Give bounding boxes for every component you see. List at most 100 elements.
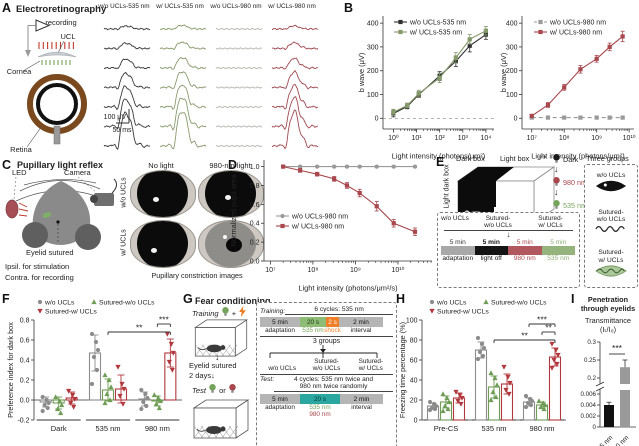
erg-column-label: w/o UCLs-535 nm xyxy=(98,3,150,10)
category-label: 535 nm xyxy=(95,424,120,433)
point-triangle-down xyxy=(119,381,125,387)
point-circle xyxy=(432,406,438,412)
point-triangle-down xyxy=(68,400,74,406)
training-label: Training xyxy=(192,309,219,318)
erg-bwave-980-chart: 0 100 200 300 400 10⁷ 10⁸ 10⁹ 10¹⁰ Light intensit… xyxy=(499,16,636,161)
point-circle xyxy=(143,391,148,397)
point-triangle xyxy=(440,408,446,414)
x-tick-label: 10⁰ xyxy=(388,134,399,142)
training-title: Training: xyxy=(260,308,286,315)
x-axis-label: Light intensity (photons/μm²/s) xyxy=(298,284,397,293)
test-row: Test or xyxy=(192,383,237,395)
dilated-pupil xyxy=(205,171,256,217)
erg-trace xyxy=(159,97,207,131)
point-square xyxy=(562,115,567,120)
axis-break xyxy=(595,386,605,392)
glint xyxy=(153,197,159,202)
erg-trace xyxy=(103,41,151,50)
recording-electrode xyxy=(53,125,61,145)
point-triangle xyxy=(151,392,157,398)
bulb-icon xyxy=(553,154,560,163)
panel-i-title2: through eyelids xyxy=(580,304,636,313)
point-circle xyxy=(45,405,50,411)
panel-g-letter: G xyxy=(183,292,193,306)
camera-cable xyxy=(111,178,118,194)
led-ray xyxy=(18,202,28,208)
bar-535 xyxy=(604,405,614,427)
panel-d-letter: D xyxy=(228,158,238,172)
point-square xyxy=(416,91,421,96)
point-square xyxy=(398,29,403,35)
y-tick-label: 400 xyxy=(367,21,379,28)
lightning-icon xyxy=(239,306,247,318)
point-circle xyxy=(477,349,483,355)
erg-trace xyxy=(271,83,318,110)
y-tick-label: 1.0 xyxy=(250,164,260,171)
training-seg-label: interval xyxy=(350,327,372,334)
erg-trace xyxy=(103,85,151,111)
y-tick-label: 100 xyxy=(367,92,379,99)
erg-trace xyxy=(215,66,263,70)
glint xyxy=(151,248,157,253)
y-tick-label: 0 xyxy=(414,417,418,424)
timeline-group-label: w/o UCLs xyxy=(441,215,469,222)
y-tick-label: -0.2 xyxy=(17,417,29,424)
y-tick-label: 200 xyxy=(506,68,518,75)
x-tick-label: 10⁹ xyxy=(591,135,602,142)
legend-label: w/o UCLs-980 nm xyxy=(549,19,606,26)
test-header: Test: 4 cycles: 535 nm twice and 980 nm t… xyxy=(260,376,393,392)
point-circle xyxy=(42,402,47,408)
y-tick-label: 0.6 xyxy=(250,202,260,209)
point-circle xyxy=(139,406,144,412)
training-segment: 20 s xyxy=(300,317,326,327)
three-groups-title: Three groups xyxy=(586,154,629,163)
erg-bwave-535-chart: 0 100 200 300 400 10⁰ 10¹ 10² 10³ 10⁴ Light intens… xyxy=(357,16,494,161)
segment-label: adaptation xyxy=(442,255,474,262)
erg-column-label: w/ UCLs-535 nm xyxy=(156,3,204,10)
point-square xyxy=(332,176,337,181)
y-tick-label: 80 xyxy=(410,337,418,344)
conditioning-cage-test xyxy=(192,399,250,439)
erg-trace xyxy=(215,125,263,128)
divider xyxy=(444,230,573,231)
dilated-pupil xyxy=(137,171,188,217)
point-circle xyxy=(529,398,535,404)
dilated-pupil xyxy=(137,221,188,267)
erg-eye-schematic: recording UCL Cornea Retina xyxy=(7,18,87,154)
erg-trace xyxy=(271,41,319,51)
glint xyxy=(223,235,227,239)
mouse-ear xyxy=(75,224,101,250)
training-segment: 5 min xyxy=(260,317,300,327)
constricted-pupil xyxy=(226,238,242,252)
whisker xyxy=(19,180,101,192)
point-triangle xyxy=(155,395,161,401)
point-triangle xyxy=(442,403,448,409)
duration-label: 5 min xyxy=(449,239,466,246)
point-circle xyxy=(525,400,531,406)
ipsil-label: Ipsil. for stimulation xyxy=(5,262,70,271)
erg-trace xyxy=(271,109,319,150)
y-tick-label: 400 xyxy=(506,21,518,28)
point-triangle-down xyxy=(459,395,465,401)
mouse-tail xyxy=(196,428,207,432)
point-square xyxy=(545,102,551,108)
panel-a-title: Electroretinography xyxy=(16,4,107,15)
point-triangle-down xyxy=(117,393,123,399)
erg-trace xyxy=(271,57,319,70)
down-arrow: ↓ xyxy=(215,352,220,362)
point-circle xyxy=(40,394,45,400)
panel-c-title: Pupillary light reflex xyxy=(17,160,104,170)
point-triangle xyxy=(107,397,113,403)
segment-label: light off xyxy=(480,255,502,262)
y-tick-label: 0 xyxy=(375,116,379,123)
point-triangle xyxy=(541,406,547,412)
erg-trace xyxy=(159,56,207,70)
down-arrow: ↓ xyxy=(506,230,511,239)
point-square xyxy=(578,67,583,72)
x-tick-label: 10⁹ xyxy=(350,267,361,274)
eyelid-sutured-line2: 2 days↓ xyxy=(189,371,215,380)
point-square xyxy=(280,223,285,229)
category-label: Pre-CS xyxy=(434,424,459,433)
eyelid-sutured-line1: Eyelid sutured xyxy=(189,361,237,370)
